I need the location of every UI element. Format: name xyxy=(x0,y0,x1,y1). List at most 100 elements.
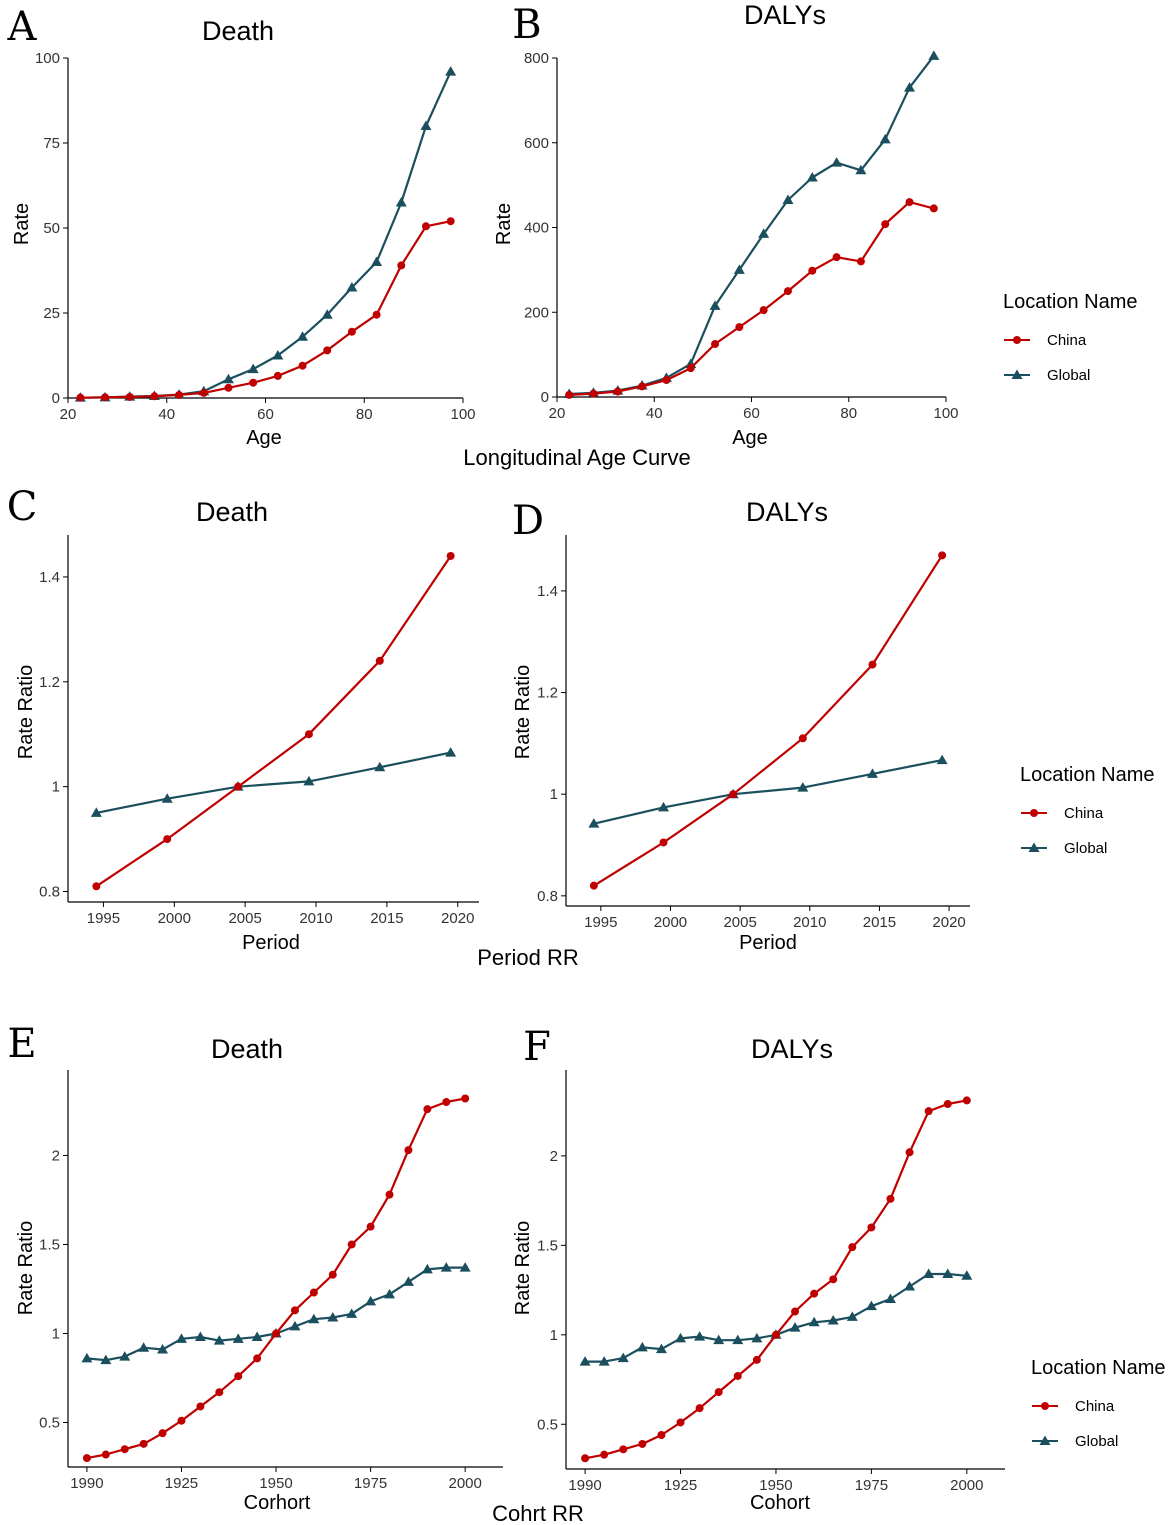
data-point-global xyxy=(346,1308,358,1318)
y-tick-label: 0.5 xyxy=(537,1416,558,1433)
y-tick-label: 1 xyxy=(52,1325,60,1342)
series-china xyxy=(82,1094,470,1463)
x-tick-label: 1975 xyxy=(855,1477,888,1494)
y-tick-label: 1 xyxy=(52,779,60,796)
x-tick-label: 80 xyxy=(840,405,857,422)
data-point-global xyxy=(936,754,948,765)
data-point-global xyxy=(272,350,284,360)
y-tick-label: 0 xyxy=(541,389,549,406)
legend-label: China xyxy=(1064,805,1104,822)
y-tick-label: 1.2 xyxy=(39,674,60,691)
data-point-global xyxy=(90,807,102,817)
data-point-global xyxy=(855,164,867,175)
section-title-cohort: Cohrt RR xyxy=(492,1501,584,1525)
panel-d: D DALYs 0.8 1 1.2 1.4 1995 2000 2005 2010 2015 2020… xyxy=(512,497,970,954)
data-point-china xyxy=(867,1223,876,1232)
data-point-global xyxy=(928,50,940,60)
data-point-china xyxy=(423,1105,432,1114)
x-tick-label: 100 xyxy=(933,405,958,422)
data-point-china xyxy=(924,1107,933,1116)
data-point-global xyxy=(445,747,457,757)
data-point-china xyxy=(662,376,671,385)
x-axis-label: Period xyxy=(242,932,300,954)
data-point-global xyxy=(374,761,386,772)
legend-title: Location Name xyxy=(1020,764,1155,786)
data-point-china xyxy=(273,371,282,380)
y-tick-label: 1.5 xyxy=(537,1237,558,1254)
data-point-china xyxy=(272,1329,281,1338)
legend-title: Location Name xyxy=(1031,1357,1166,1379)
data-point-global xyxy=(904,82,916,92)
data-point-global xyxy=(797,782,809,792)
x-axis-label: Cohort xyxy=(750,1492,810,1514)
chart-title: DALYs xyxy=(744,0,826,30)
data-point-china xyxy=(938,551,947,560)
data-point-global xyxy=(459,1262,471,1272)
data-point-global xyxy=(327,1311,339,1322)
data-point-global xyxy=(879,133,891,144)
data-point-china xyxy=(735,323,744,332)
data-point-global xyxy=(157,1344,169,1354)
series-global xyxy=(74,66,457,402)
legend-label: Global xyxy=(1047,367,1090,384)
data-point-global xyxy=(782,194,794,204)
x-tick-label: 1995 xyxy=(87,910,120,927)
y-axis-label: Rate xyxy=(11,203,33,245)
data-point-global xyxy=(808,1316,820,1327)
data-point-global xyxy=(289,1320,301,1331)
data-point-china xyxy=(139,1439,148,1448)
data-point-china xyxy=(752,1355,761,1364)
data-point-global xyxy=(709,300,721,310)
x-tick-label: 2020 xyxy=(441,910,474,927)
data-point-global xyxy=(402,1276,414,1286)
data-point-global xyxy=(961,1270,973,1280)
x-tick-label: 1925 xyxy=(165,1475,198,1492)
data-point-global xyxy=(138,1342,150,1352)
section-title-age: Longitudinal Age Curve xyxy=(463,445,691,470)
data-point-china xyxy=(613,387,622,396)
data-point-china xyxy=(224,383,233,392)
data-point-china xyxy=(234,1372,243,1381)
data-point-china xyxy=(657,1431,666,1440)
data-point-china xyxy=(253,1354,262,1363)
panel-letter: B xyxy=(512,2,541,48)
y-tick-label: 1.4 xyxy=(537,583,558,600)
y-tick-label: 1.2 xyxy=(537,685,558,702)
data-point-china xyxy=(446,551,455,560)
data-point-china xyxy=(298,361,307,370)
data-point-china xyxy=(234,782,243,791)
data-point-china xyxy=(323,346,332,355)
panel-letter: D xyxy=(512,498,544,544)
y-tick-label: 2 xyxy=(550,1148,558,1165)
data-point-china xyxy=(442,1098,451,1107)
series-china xyxy=(589,551,947,890)
data-point-china xyxy=(163,835,172,844)
data-point-china xyxy=(404,1146,413,1155)
y-tick-label: 1.5 xyxy=(39,1236,60,1253)
y-axis-label: Rate xyxy=(493,203,515,245)
data-point-china xyxy=(199,388,208,397)
data-point-china xyxy=(856,257,865,266)
series-line xyxy=(593,554,944,887)
y-tick-label: 0.5 xyxy=(39,1414,60,1431)
data-point-global xyxy=(384,1288,396,1299)
data-point-global xyxy=(297,331,309,341)
data-point-global xyxy=(904,1280,916,1291)
x-tick-label: 2020 xyxy=(932,914,965,931)
data-point-global xyxy=(923,1268,935,1278)
chart-title: DALYs xyxy=(751,1034,833,1064)
data-point-global xyxy=(588,818,600,828)
x-tick-label: 1950 xyxy=(259,1475,292,1492)
y-tick-label: 1 xyxy=(550,1327,558,1344)
series-line xyxy=(569,201,935,396)
data-point-global xyxy=(175,1333,187,1343)
x-tick-label: 2010 xyxy=(793,914,826,931)
data-point-china xyxy=(659,838,668,847)
data-point-global xyxy=(713,1334,725,1345)
series-global xyxy=(588,754,948,828)
data-point-global xyxy=(395,197,407,207)
data-point-global xyxy=(346,282,358,292)
data-point-china xyxy=(733,1371,742,1380)
